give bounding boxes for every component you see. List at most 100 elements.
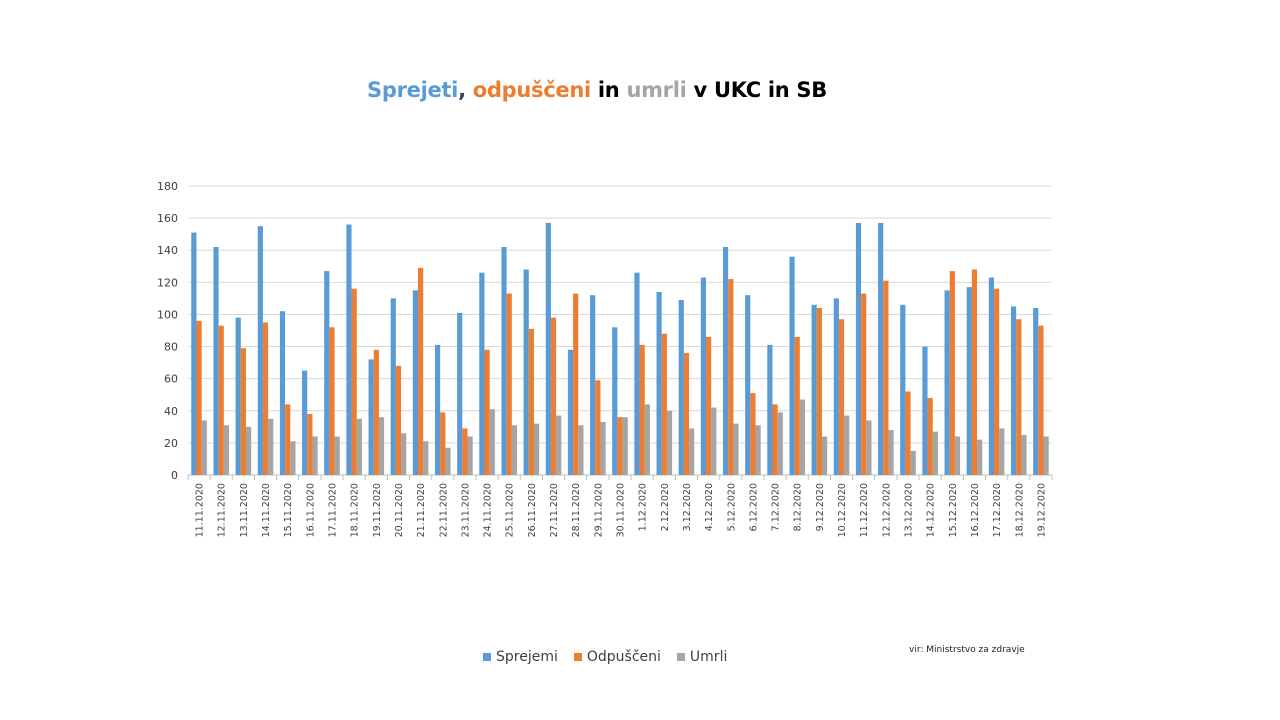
bar-umrli [533, 423, 540, 475]
x-tick-label: 12.11.2020 [217, 483, 228, 537]
bar-odpuščeni [1016, 319, 1022, 475]
bar-umrli [401, 433, 407, 475]
bar-umrli [556, 415, 562, 475]
bar-odpuščeni [750, 393, 756, 475]
bar-odpuščeni [506, 293, 512, 475]
bar-odpuščeni [351, 288, 357, 475]
legend-swatch [676, 653, 685, 661]
bar-odpuščeni [683, 352, 690, 475]
bar-sprejemi [833, 298, 839, 475]
bar-umrli [1021, 434, 1027, 475]
y-tick-label: 20 [164, 437, 178, 450]
y-tick-label: 100 [157, 308, 178, 321]
bar-odpuščeni [883, 280, 889, 475]
x-tick-label: 6.12.2020 [748, 483, 759, 531]
bar-odpuščeni [794, 336, 800, 475]
x-tick-label: 18.11.2020 [350, 483, 361, 537]
bar-umrli [312, 436, 318, 475]
y-tick-label: 80 [164, 341, 178, 354]
x-tick-label: 30.11.2020 [616, 483, 627, 537]
bar-umrli [666, 410, 673, 475]
bar-sprejemi [656, 291, 662, 475]
bar-umrli [334, 436, 340, 475]
bar-sprejemi [324, 271, 330, 475]
legend: Sprejemi Odpuščeni Umrli [483, 649, 727, 665]
bar-sprejemi [922, 346, 928, 475]
bar-sprejemi [811, 304, 817, 475]
legend-label: Odpuščeni [586, 649, 661, 665]
legend-label: Umrli [689, 649, 728, 665]
x-tick-label: 1.12.2020 [638, 483, 649, 531]
bar-odpuščeni [462, 428, 468, 475]
bar-sprejemi [700, 277, 707, 475]
y-tick-label: 60 [164, 373, 178, 386]
x-tick-label: 3.12.2020 [682, 483, 693, 531]
bar-umrli [445, 447, 451, 475]
bar-umrli [777, 412, 783, 475]
bar-odpuščeni [484, 349, 490, 475]
bar-odpuščeni [661, 333, 667, 475]
bar-sprejemi [878, 222, 884, 475]
bar-umrli [467, 436, 473, 475]
x-tick-label: 8.12.2020 [793, 483, 804, 531]
x-tick-label: 29.11.2020 [593, 483, 604, 537]
x-tick-label: 4.12.2020 [704, 483, 715, 531]
bar-umrli [932, 431, 938, 475]
x-tick-label: 27.11.2020 [549, 483, 560, 537]
bar-sprejemi [767, 344, 773, 475]
x-tick-label: 15.11.2020 [283, 483, 294, 537]
bar-odpuščeni [639, 344, 645, 475]
bar-sprejemi [545, 222, 551, 475]
legend-swatch [573, 653, 582, 661]
bar-sprejemi [567, 349, 574, 475]
bar-sprejemi [390, 298, 396, 475]
bar-sprejemi [722, 247, 729, 475]
bar-sprejemi [789, 256, 795, 475]
y-tick-label: 160 [157, 212, 178, 225]
bar-umrli [378, 417, 385, 475]
x-tick-label: 17.11.2020 [328, 483, 339, 537]
x-tick-label: 12.12.2020 [881, 483, 892, 537]
bar-sprejemi [302, 370, 308, 475]
x-tick-label: 9.12.2020 [815, 483, 826, 531]
bar-umrli [799, 399, 806, 475]
x-tick-label: 7.12.2020 [771, 483, 782, 531]
bar-umrli [356, 418, 362, 475]
y-tick-label: 140 [157, 244, 178, 257]
bar-odpuščeni [595, 380, 601, 475]
bar-odpuščeni [838, 319, 845, 475]
source-note: vir: Ministrstvo za zdravje [909, 645, 1025, 655]
bar-odpuščeni [816, 308, 822, 475]
bar-odpuščeni [861, 293, 867, 475]
bar-umrli [821, 436, 828, 475]
bar-umrli [622, 417, 628, 475]
bar-sprejemi [1033, 308, 1039, 475]
y-tick-label: 120 [157, 276, 178, 289]
chart-title: Sprejeti, odpuščeni in umrli v UKC in SB [0, 78, 1194, 102]
bar-sprejemi [966, 287, 972, 475]
title-part: odpuščeni [472, 78, 591, 102]
legend-item: Umrli [676, 649, 728, 665]
bar-sprejemi [612, 327, 618, 475]
legend-label: Sprejemi [496, 649, 558, 665]
bar-odpuščeni [927, 397, 933, 475]
bar-odpuščeni [329, 327, 335, 475]
bar-umrli [999, 428, 1005, 475]
x-tick-label: 16.11.2020 [305, 483, 316, 537]
bar-odpuščeni [772, 404, 778, 475]
y-tick-label: 40 [164, 405, 178, 418]
x-tick-label: 19.12.2020 [1036, 483, 1047, 537]
bar-sprejemi [678, 299, 684, 475]
bar-sprejemi [346, 224, 352, 475]
bar-odpuščeni [307, 413, 313, 475]
x-tick-label: 19.11.2020 [372, 483, 383, 537]
x-tick-label: 25.11.2020 [505, 483, 516, 537]
bar-sprejemi [988, 277, 995, 475]
x-tick-label: 2.12.2020 [660, 483, 671, 531]
bar-umrli [201, 420, 207, 475]
x-tick-label: 17.12.2020 [992, 483, 1003, 537]
bar-sprejemi [279, 311, 286, 475]
bar-umrli [755, 425, 761, 475]
bar-odpuščeni [373, 349, 379, 475]
